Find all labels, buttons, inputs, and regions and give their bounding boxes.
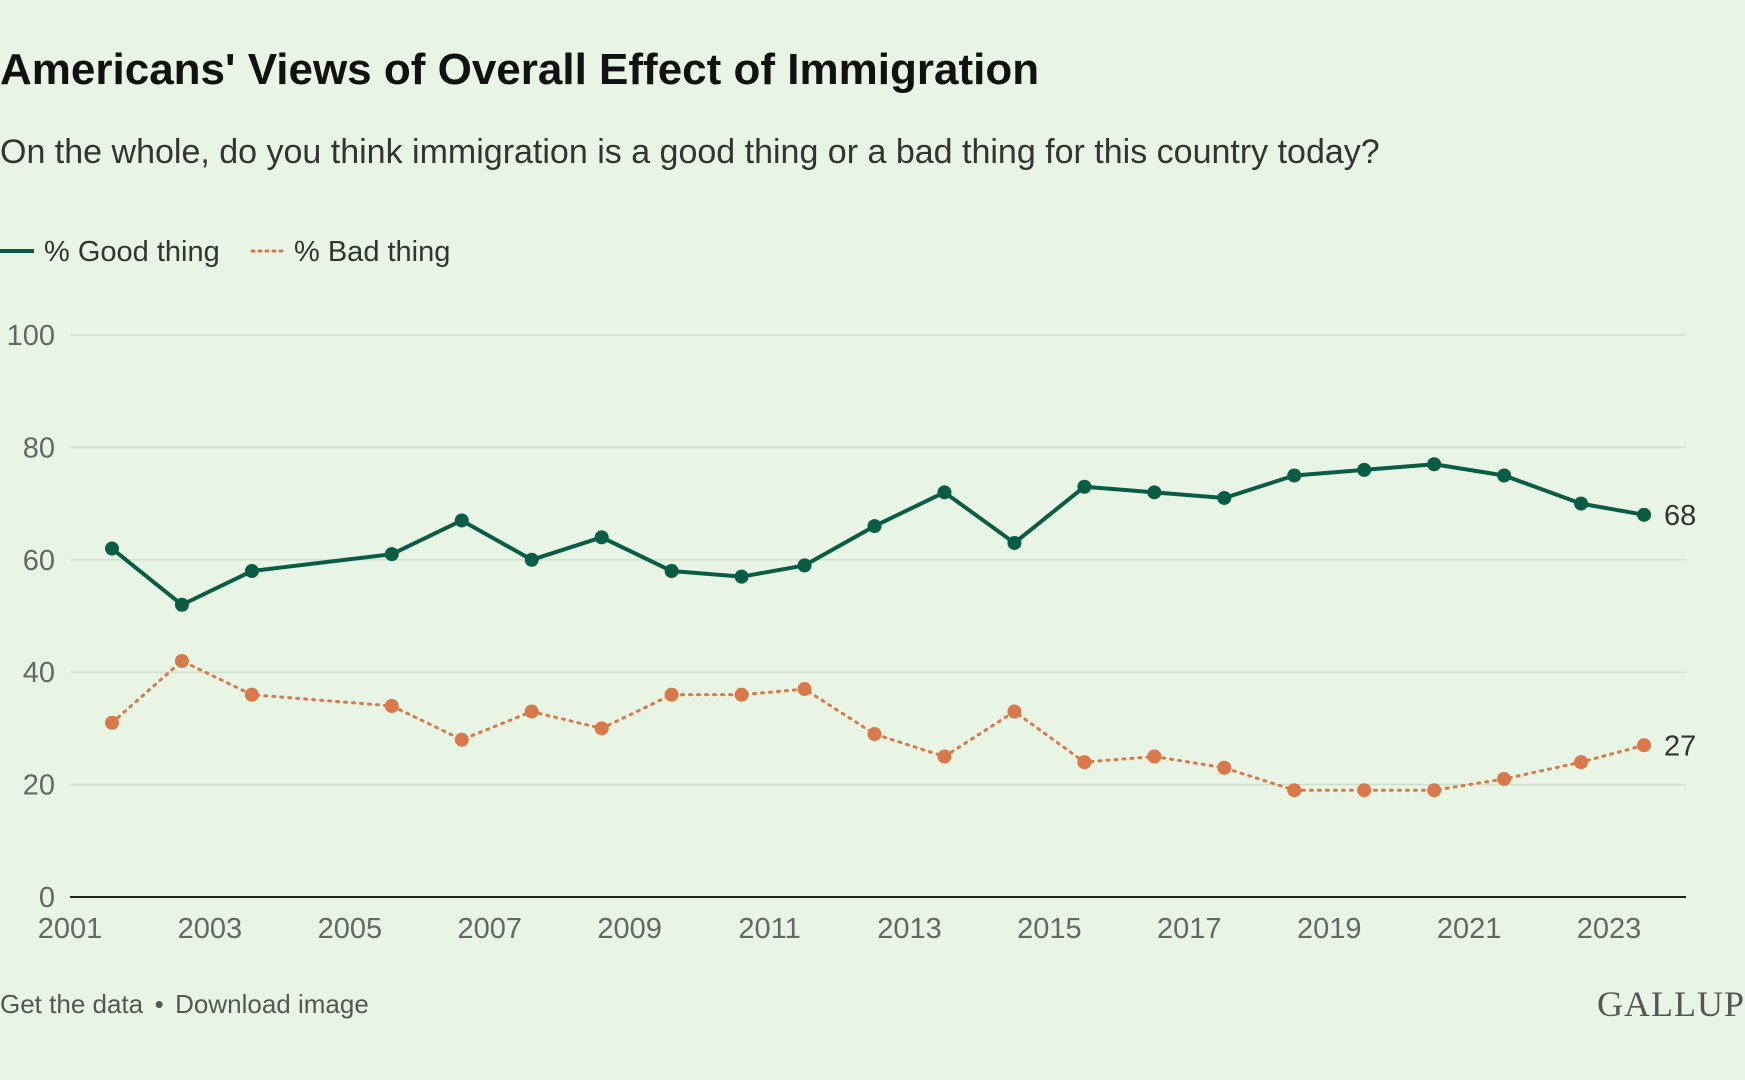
- legend-label-bad: % Bad thing: [294, 236, 450, 268]
- x-tick-label: 2011: [738, 913, 800, 945]
- x-tick-label: 2009: [597, 913, 662, 945]
- chart-subtitle: On the whole, do you think immigration i…: [0, 133, 1380, 171]
- data-point-good: [244, 564, 259, 579]
- chart-title: Americans' Views of Overall Effect of Im…: [0, 45, 1039, 94]
- data-point-good: [1077, 479, 1092, 494]
- legend: % Good thing % Bad thing: [0, 236, 450, 268]
- data-point-bad: [867, 727, 882, 742]
- data-point-bad: [797, 682, 812, 697]
- y-tick-label: 20: [23, 770, 55, 802]
- series: [104, 457, 1652, 798]
- data-point-good: [454, 513, 469, 528]
- data-point-good: [734, 569, 749, 584]
- data-point-bad: [1427, 783, 1442, 798]
- x-tick-label: 2003: [178, 913, 243, 945]
- data-point-good: [1497, 468, 1512, 483]
- x-tick-label: 2019: [1297, 913, 1362, 945]
- data-point-good: [1147, 485, 1162, 500]
- x-tick-label: 2001: [38, 913, 103, 945]
- data-point-good: [174, 597, 189, 612]
- x-tick-label: 2017: [1157, 913, 1222, 945]
- y-tick-label: 80: [23, 432, 55, 464]
- data-point-bad: [104, 715, 119, 730]
- data-point-bad: [1007, 704, 1022, 719]
- data-point-bad: [1574, 755, 1589, 770]
- data-point-bad: [664, 687, 679, 702]
- data-point-bad: [1287, 783, 1302, 798]
- data-point-bad: [454, 732, 469, 747]
- data-point-bad: [1147, 749, 1162, 764]
- data-point-good: [1427, 457, 1442, 472]
- series-line-bad: [110, 659, 1646, 792]
- y-tick-label: 0: [39, 882, 55, 914]
- data-point-good: [104, 541, 119, 556]
- data-point-good: [1217, 490, 1232, 505]
- data-point-good: [594, 530, 609, 545]
- data-point-bad: [594, 721, 609, 736]
- data-point-good: [937, 485, 952, 500]
- data-point-bad: [734, 687, 749, 702]
- data-point-good: [797, 558, 812, 573]
- end-label-good: 68: [1664, 500, 1696, 532]
- data-point-good: [524, 552, 539, 567]
- x-tick-label: 2007: [457, 913, 522, 945]
- x-tick-label: 2005: [318, 913, 383, 945]
- x-axis-ticks: 2001 2003 2005 2007 2009 2011 2013 2015 2017 2019…: [38, 913, 1642, 945]
- legend-label-good: % Good thing: [44, 236, 220, 268]
- svg-text:Get the data • Dow: Get the data • Download image: [0, 989, 369, 1019]
- data-point-bad: [244, 687, 259, 702]
- end-label-bad: 27: [1664, 730, 1696, 762]
- data-point-good: [1637, 507, 1652, 522]
- footer-separator: •: [155, 989, 164, 1019]
- data-point-bad: [1637, 738, 1652, 753]
- data-point-bad: [174, 653, 189, 668]
- y-tick-label: 40: [23, 657, 55, 689]
- data-point-good: [1574, 496, 1589, 511]
- data-point-good: [384, 547, 399, 562]
- data-point-good: [1287, 468, 1302, 483]
- data-point-good: [1357, 462, 1372, 477]
- x-tick-label: 2021: [1437, 913, 1502, 945]
- data-point-bad: [384, 698, 399, 713]
- gridlines: [70, 334, 1686, 786]
- data-point-bad: [524, 704, 539, 719]
- y-tick-label: 60: [23, 545, 55, 577]
- x-tick-label: 2023: [1577, 913, 1642, 945]
- download-image-link[interactable]: Download image: [175, 989, 369, 1019]
- data-point-good: [867, 519, 882, 534]
- data-point-bad: [937, 749, 952, 764]
- x-tick-label: 2013: [877, 913, 942, 945]
- footer: Get the data • Download image: [0, 989, 369, 1019]
- y-tick-label: 100: [7, 320, 55, 352]
- x-tick-label: 2015: [1017, 913, 1082, 945]
- data-point-good: [664, 564, 679, 579]
- data-point-bad: [1217, 760, 1232, 775]
- gallup-logo: GALLUP: [1597, 984, 1745, 1024]
- data-point-bad: [1077, 755, 1092, 770]
- y-axis-ticks: 0 20 40 60 80 100: [7, 320, 55, 914]
- data-point-bad: [1357, 783, 1372, 798]
- data-point-good: [1007, 535, 1022, 550]
- get-data-link[interactable]: Get the data: [0, 989, 144, 1019]
- series-line-good: [109, 462, 1647, 607]
- data-point-bad: [1497, 771, 1512, 786]
